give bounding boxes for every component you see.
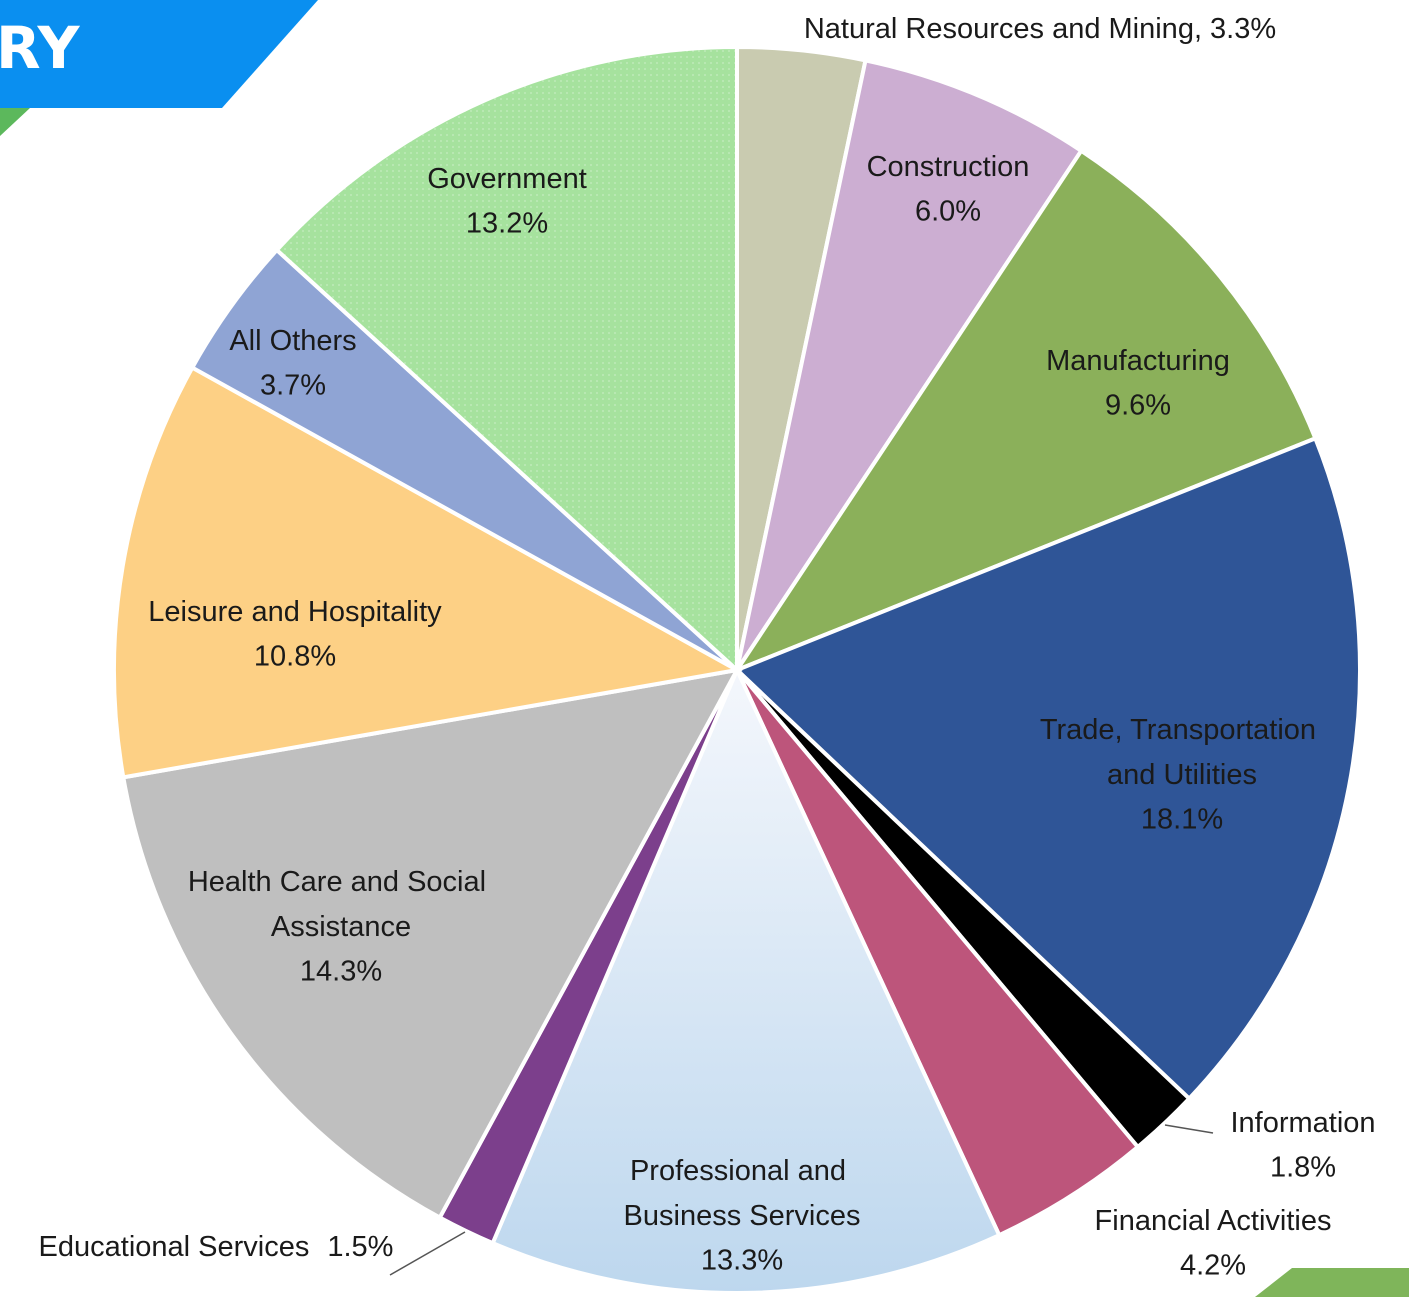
value-label: 18.1%: [1141, 804, 1223, 836]
value-label: 13.3%: [701, 1245, 783, 1277]
category-name: Natural Resources and Mining,: [804, 13, 1202, 45]
label-line: All Others: [229, 325, 356, 357]
label-line: Assistance: [271, 911, 411, 943]
category-name: Leisure and Hospitality: [148, 596, 442, 628]
label-line: Information: [1230, 1107, 1375, 1139]
value-label: 3.7%: [260, 370, 326, 402]
label-line: Business Services: [624, 1200, 861, 1232]
category-name: Educational Services: [39, 1231, 310, 1263]
value-label: 10.8%: [254, 641, 336, 673]
pie-slice: [274, 44, 739, 675]
label-line: Manufacturing: [1046, 345, 1230, 377]
leader-line: [389, 1231, 466, 1276]
pie-slice: [490, 665, 1002, 1295]
pie-slice: [120, 667, 741, 1221]
label-line: and Utilities: [1107, 759, 1257, 791]
value-label: 6.0%: [915, 196, 981, 228]
category-name: Manufacturing: [1046, 345, 1230, 377]
label-line: Professional and: [630, 1155, 854, 1187]
pie: [112, 44, 1362, 1295]
leader-line: [1164, 1124, 1214, 1134]
value-label: 14.3%: [300, 956, 382, 988]
value-label: 9.6%: [1105, 390, 1171, 422]
label-line: Construction: [867, 151, 1030, 183]
category-name: Information: [1230, 1107, 1375, 1139]
labels: Natural Resources and Mining, 3.3% Constru…: [39, 13, 1376, 1282]
category-name: Government: [427, 163, 587, 195]
header-decor: [0, 108, 30, 136]
category-name: All Others: [229, 325, 356, 357]
corner-decor: [1255, 1268, 1409, 1297]
label-line: Financial Activities: [1095, 1205, 1332, 1237]
value-label: 4.2%: [1180, 1250, 1246, 1282]
category-name: Professional and Business Services: [624, 1155, 861, 1232]
value-label: 1.8%: [1270, 1152, 1336, 1184]
category-name: Health Care and Social Assistance: [188, 866, 494, 943]
slice-label: Natural Resources and Mining, 3.3%: [804, 13, 1276, 45]
pie-slice: [733, 435, 1362, 1102]
category-name: Construction: [867, 151, 1030, 183]
pie-slice: [731, 147, 1318, 675]
pie-slice: [112, 364, 743, 780]
value-label: 3.3%: [1210, 13, 1276, 45]
label-line: Health Care and Social: [188, 866, 494, 898]
pie-slice: [735, 58, 1085, 672]
header-banner: [0, 0, 318, 108]
value-label: 13.2%: [466, 208, 548, 240]
value-label: 1.5%: [327, 1231, 393, 1263]
label-line: Government: [427, 163, 587, 195]
label-line: Leisure and Hospitality: [148, 596, 442, 628]
slice-label: Educational Services 1.5%: [39, 1231, 394, 1263]
category-name: Financial Activities: [1095, 1205, 1332, 1237]
label-line: Trade, Transportation: [1040, 714, 1324, 746]
header-title: RY: [0, 14, 80, 82]
category-name: Trade, Transportation and Utilities: [1040, 714, 1324, 791]
